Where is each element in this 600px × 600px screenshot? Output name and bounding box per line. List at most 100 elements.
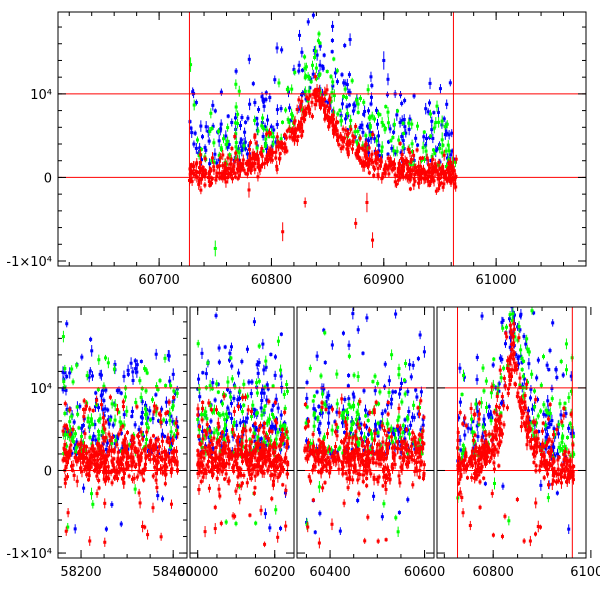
- data-point: [350, 77, 354, 84]
- data-point: [381, 483, 385, 489]
- data-point: [447, 164, 451, 171]
- data-point: [282, 390, 286, 399]
- data-point: [463, 429, 467, 441]
- data-point: [265, 130, 269, 138]
- data-point: [246, 114, 250, 122]
- data-point: [130, 414, 134, 419]
- data-point: [352, 402, 356, 412]
- data-point: [341, 125, 345, 133]
- data-point: [464, 450, 468, 462]
- data-point: [549, 447, 553, 456]
- data-point: [419, 396, 423, 405]
- data-point: [529, 385, 533, 394]
- data-point: [222, 392, 226, 401]
- data-point: [361, 351, 365, 356]
- data-point: [436, 174, 440, 185]
- data-point: [241, 154, 245, 166]
- data-point: [258, 421, 262, 430]
- data-point: [245, 412, 249, 424]
- segment-data: [61, 320, 180, 547]
- data-point: [308, 106, 312, 113]
- data-point: [172, 395, 176, 400]
- data-point: [335, 408, 339, 417]
- data-point: [267, 398, 271, 405]
- data-point: [547, 445, 551, 450]
- data-point: [396, 416, 400, 425]
- data-point: [351, 307, 355, 320]
- data-point: [218, 126, 222, 136]
- data-point: [347, 88, 351, 96]
- data-point: [475, 353, 479, 362]
- data-point: [82, 483, 86, 493]
- data-point: [420, 432, 424, 442]
- data-point: [534, 395, 538, 404]
- data-point: [256, 368, 260, 379]
- data-point: [420, 458, 424, 465]
- data-point: [410, 119, 414, 130]
- data-point: [213, 240, 217, 257]
- data-point: [442, 115, 446, 122]
- data-point: [164, 383, 168, 388]
- data-point: [366, 456, 370, 463]
- data-point: [266, 114, 270, 126]
- data-point: [88, 536, 92, 546]
- data-point: [100, 451, 104, 460]
- data-point: [88, 405, 92, 413]
- data-point: [139, 392, 143, 403]
- data-point: [117, 468, 121, 476]
- data-point: [257, 441, 261, 449]
- data-point: [265, 153, 269, 160]
- data-point: [141, 435, 145, 443]
- data-point: [342, 93, 346, 100]
- data-point: [389, 424, 393, 432]
- data-point: [98, 442, 102, 453]
- data-point: [290, 126, 294, 132]
- data-point: [274, 155, 278, 161]
- data-point: [263, 508, 267, 519]
- data-point: [282, 132, 286, 138]
- data-point: [160, 405, 164, 413]
- data-point: [237, 483, 241, 490]
- data-point: [408, 186, 412, 192]
- data-point: [323, 400, 327, 410]
- data-point: [369, 101, 373, 107]
- data-point: [345, 474, 349, 484]
- data-point: [295, 126, 299, 132]
- data-point: [235, 420, 239, 431]
- data-point: [297, 60, 301, 70]
- data-point: [504, 330, 508, 337]
- data-point: [565, 454, 569, 467]
- data-point: [356, 325, 360, 334]
- data-point: [555, 423, 559, 436]
- data-point: [509, 297, 512, 307]
- data-point: [383, 408, 387, 414]
- data-point: [64, 452, 68, 457]
- data-point: [134, 462, 138, 467]
- data-point: [229, 342, 233, 351]
- data-point: [569, 387, 573, 396]
- data-point: [97, 485, 101, 491]
- data-point: [332, 126, 336, 137]
- data-point: [247, 182, 251, 198]
- data-point: [368, 132, 372, 138]
- data-point: [462, 369, 466, 382]
- data-point: [203, 171, 207, 182]
- data-point: [356, 371, 360, 382]
- data-point: [407, 428, 411, 440]
- data-point: [447, 130, 451, 140]
- data-point: [253, 407, 257, 413]
- data-point: [550, 478, 554, 490]
- data-point: [239, 481, 243, 491]
- data-point: [481, 364, 485, 373]
- data-point: [483, 448, 487, 460]
- data-point: [211, 456, 215, 464]
- data-point: [445, 129, 449, 137]
- data-point: [164, 418, 168, 427]
- data-point: [228, 164, 232, 174]
- data-point: [493, 417, 497, 423]
- data-point: [192, 99, 196, 111]
- data-point: [492, 409, 496, 416]
- data-point: [571, 473, 575, 479]
- data-point: [391, 430, 395, 436]
- data-point: [69, 439, 73, 451]
